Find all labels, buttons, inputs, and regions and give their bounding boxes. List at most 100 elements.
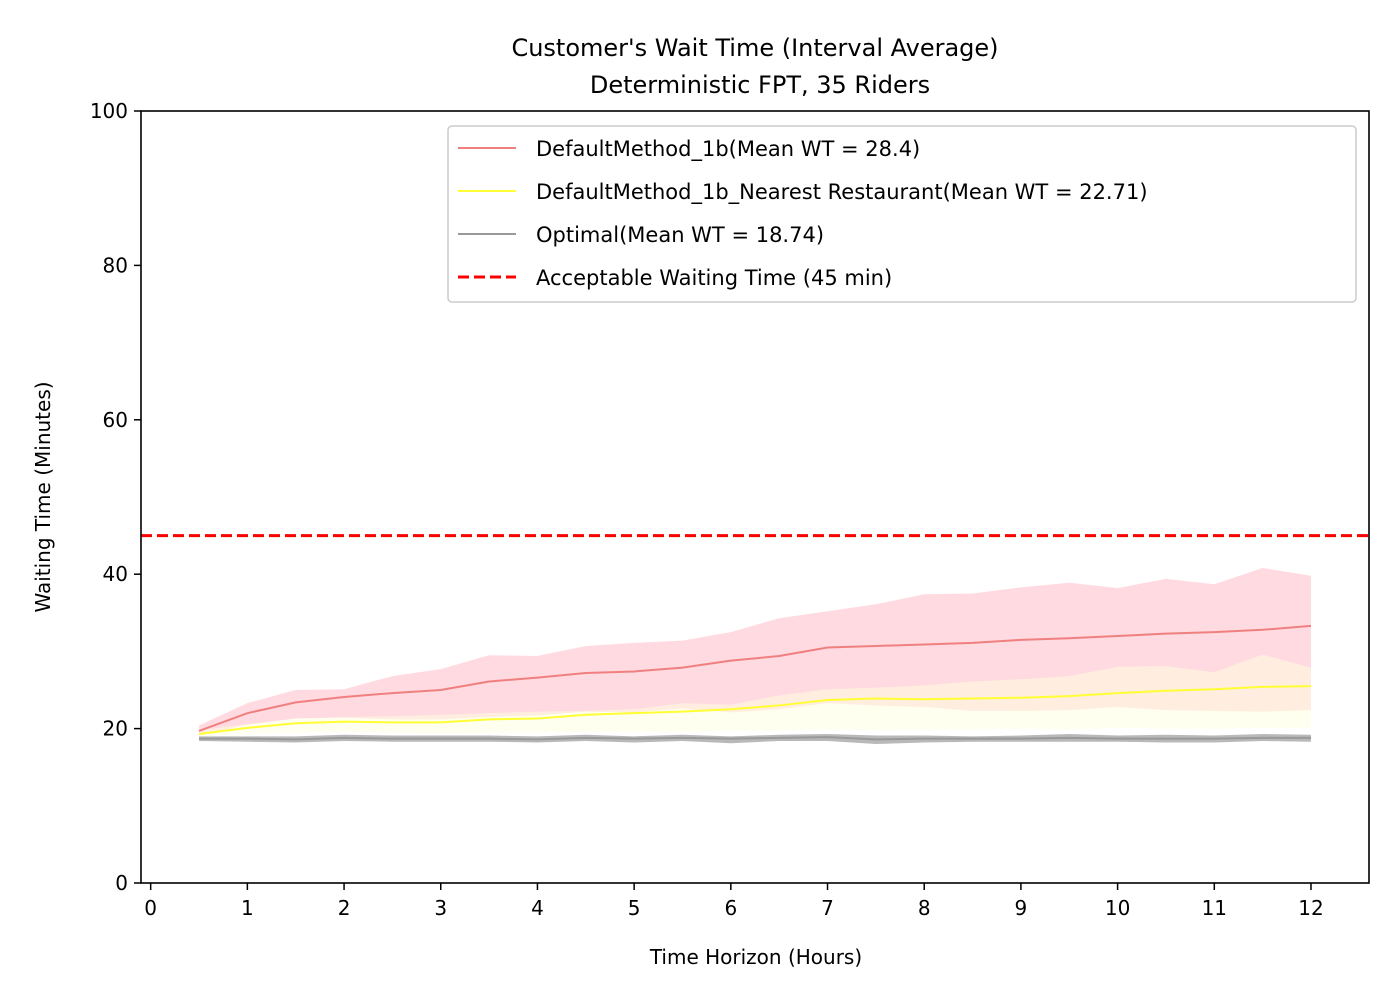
data-point: [488, 681, 490, 683]
data-point: [536, 738, 538, 740]
data-point: [972, 697, 974, 699]
data-point: [1117, 738, 1119, 740]
data-point: [1068, 637, 1070, 639]
data-point: [778, 737, 780, 739]
data-point: [778, 655, 780, 657]
y-tick-label: 40: [103, 562, 128, 586]
y-tick-label: 80: [103, 253, 128, 277]
data-point: [440, 689, 442, 691]
x-tick-label: 8: [918, 896, 931, 920]
data-point: [440, 738, 442, 740]
data-point: [1165, 633, 1167, 635]
x-tick-label: 0: [144, 896, 157, 920]
data-point: [681, 737, 683, 739]
data-point: [246, 738, 248, 740]
data-point: [198, 738, 200, 740]
data-point: [1020, 738, 1022, 740]
data-point: [343, 721, 345, 723]
data-point: [923, 643, 925, 645]
data-point: [730, 660, 732, 662]
data-point: [1213, 738, 1215, 740]
data-point: [1310, 737, 1312, 739]
data-point: [730, 708, 732, 710]
data-point: [827, 647, 829, 649]
data-point: [875, 738, 877, 740]
data-point: [633, 712, 635, 714]
chart-legend: DefaultMethod_1b(Mean WT = 28.4) DefaultM…: [447, 125, 1357, 303]
data-point: [972, 738, 974, 740]
series-line-3: [199, 736, 1311, 741]
x-tick-label: 1: [241, 896, 254, 920]
legend-label: Acceptable Waiting Time (45 min): [536, 266, 892, 290]
data-point: [875, 645, 877, 647]
data-point: [295, 738, 297, 740]
series-line-1: [198, 624, 1312, 732]
y-tick-label: 20: [103, 717, 128, 741]
data-point: [827, 736, 829, 738]
data-point: [1262, 737, 1264, 739]
data-point: [1117, 635, 1119, 637]
data-point: [1117, 692, 1119, 694]
data-point: [1213, 631, 1215, 633]
x-tick-label: 3: [434, 896, 447, 920]
data-point: [681, 667, 683, 669]
data-point: [585, 672, 587, 674]
x-axis: 0 1 2 3 4 5 6 7 8 9 10 11 12: [144, 883, 1324, 920]
x-tick-label: 11: [1202, 896, 1227, 920]
data-point: [198, 733, 200, 735]
data-point: [1310, 685, 1312, 687]
data-point: [198, 730, 200, 732]
data-point: [972, 642, 974, 644]
data-point: [827, 699, 829, 701]
x-tick-label: 4: [531, 896, 544, 920]
confidence-band-2: [199, 654, 1311, 737]
x-tick-label: 5: [628, 896, 641, 920]
data-point: [391, 738, 393, 740]
data-point: [246, 727, 248, 729]
legend-label: Optimal(Mean WT = 18.74): [536, 223, 824, 247]
data-point: [778, 704, 780, 706]
x-tick-label: 9: [1015, 896, 1028, 920]
series-line-2: [198, 685, 1311, 735]
x-tick-label: 12: [1298, 896, 1323, 920]
legend-box: [447, 125, 1357, 303]
data-point: [343, 737, 345, 739]
y-axis-label: Waiting Time (Minutes): [31, 381, 55, 612]
y-tick-label: 100: [90, 99, 128, 123]
data-point: [1068, 695, 1070, 697]
chart-title: Customer's Wait Time (Interval Average): [511, 34, 998, 62]
data-point: [681, 711, 683, 713]
data-point: [343, 696, 345, 698]
data-point: [536, 677, 538, 679]
data-point: [923, 738, 925, 740]
data-point: [391, 721, 393, 723]
data-point: [585, 737, 587, 739]
data-point: [391, 692, 393, 694]
y-axis: 0 20 40 60 80 100: [90, 99, 141, 895]
data-point: [1213, 688, 1215, 690]
chart-subtitle: Deterministic FPT, 35 Riders: [590, 71, 930, 99]
data-point: [536, 718, 538, 720]
x-tick-label: 10: [1105, 896, 1130, 920]
y-tick-label: 0: [115, 871, 128, 895]
legend-label: DefaultMethod_1b_Nearest Restaurant(Mean…: [536, 180, 1148, 205]
data-point: [585, 714, 587, 716]
data-point: [633, 738, 635, 740]
data-point: [488, 718, 490, 720]
legend-label: DefaultMethod_1b(Mean WT = 28.4): [536, 137, 920, 162]
data-point: [1020, 697, 1022, 699]
data-point: [1262, 686, 1264, 688]
data-point: [875, 697, 877, 699]
data-point: [440, 721, 442, 723]
series-lines: [198, 624, 1312, 741]
x-tick-label: 7: [821, 896, 834, 920]
x-tick-label: 6: [724, 896, 737, 920]
plot-frame: [140, 110, 1370, 884]
data-point: [1165, 738, 1167, 740]
data-point: [295, 701, 297, 703]
data-point: [633, 670, 635, 672]
y-tick-label: 60: [103, 408, 128, 432]
data-point: [488, 738, 490, 740]
data-point: [1165, 690, 1167, 692]
